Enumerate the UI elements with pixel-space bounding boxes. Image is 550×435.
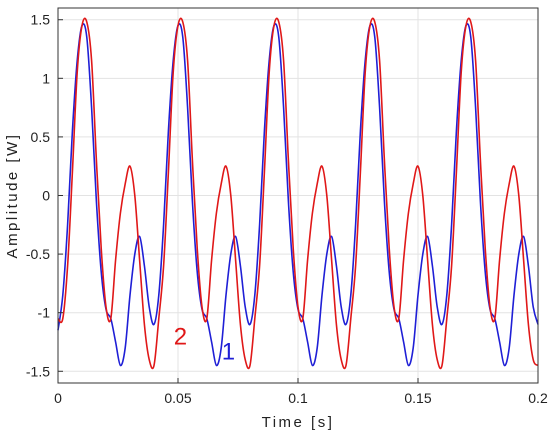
y-axis-title: Amplitude [W] (4, 133, 21, 259)
x-tick-label-1: 0.05 (164, 390, 191, 406)
series-2-line (57, 17, 539, 370)
series-annotation-2: 2 (174, 323, 187, 350)
x-axis-title: Time [s] (262, 414, 335, 431)
series-layer (57, 17, 539, 370)
annotations: 21 (174, 323, 235, 365)
x-tick-label-3: 0.15 (404, 390, 431, 406)
y-tick-label-5: 1 (42, 70, 50, 86)
y-tick-label-0: -1.5 (26, 363, 50, 379)
y-tick-label-3: 0 (42, 188, 50, 204)
x-tick-label-4: 0.2 (528, 390, 548, 406)
tick-labels: 0 0.05 0.1 0.15 0.2 -1.5 -1 -0.5 0 0.5 1 1.5 (26, 12, 548, 406)
y-tick-label-2: -0.5 (26, 246, 50, 262)
x-tick-label-2: 0.1 (288, 390, 308, 406)
series-annotation-1: 1 (222, 339, 235, 366)
y-tick-label-4: 0.5 (31, 129, 51, 145)
y-tick-label-6: 1.5 (31, 12, 51, 28)
x-tick-label-0: 0 (54, 390, 62, 406)
y-tick-label-1: -1 (38, 305, 51, 321)
series-1-line (57, 23, 539, 367)
